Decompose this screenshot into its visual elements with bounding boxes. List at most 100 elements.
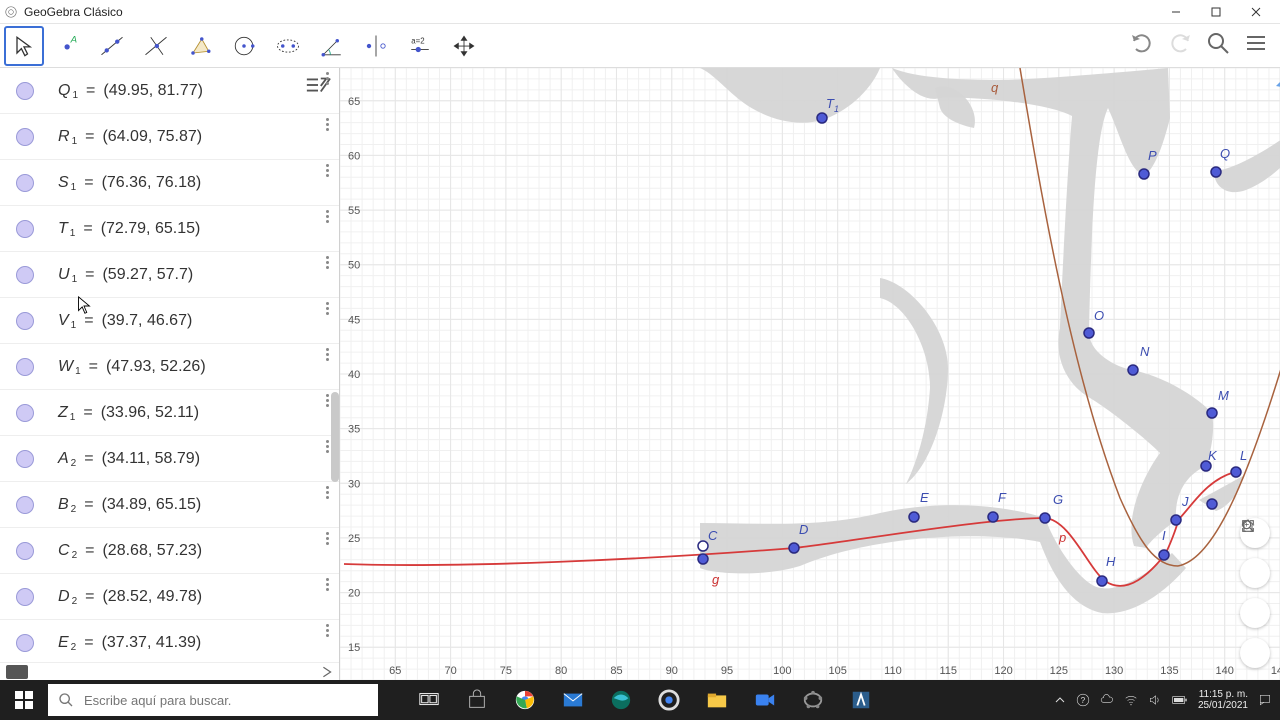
edge-icon[interactable] xyxy=(610,689,632,711)
tool-perpendicular[interactable] xyxy=(136,26,176,66)
visibility-marble[interactable] xyxy=(16,496,34,514)
tray-chevron-up-icon[interactable] xyxy=(1054,694,1066,706)
tool-reflect[interactable] xyxy=(356,26,396,66)
visibility-marble[interactable] xyxy=(16,220,34,238)
visibility-marble[interactable] xyxy=(16,450,34,468)
svg-text:65: 65 xyxy=(348,96,360,108)
visibility-marble[interactable] xyxy=(16,542,34,560)
algebra-row[interactable]: R1=(64.09, 75.87) xyxy=(0,114,339,160)
explorer-icon[interactable] xyxy=(706,689,728,711)
row-menu-icon[interactable] xyxy=(326,624,329,637)
tool-point[interactable]: A xyxy=(48,26,88,66)
tool-circle[interactable] xyxy=(224,26,264,66)
svg-text:100: 100 xyxy=(773,665,791,677)
tray-help-icon[interactable]: ? xyxy=(1076,693,1090,707)
row-menu-icon[interactable] xyxy=(326,486,329,499)
svg-text:95: 95 xyxy=(721,665,733,677)
graphics-view[interactable]: 6570758085909510010511011512012513013514… xyxy=(340,68,1280,680)
algebra-row[interactable]: C2=(28.68, 57.23) xyxy=(0,528,339,574)
tray-notifications-icon[interactable] xyxy=(1258,693,1272,707)
algebra-row[interactable]: T1=(72.79, 65.15) xyxy=(0,206,339,252)
algebra-row[interactable]: S1=(76.36, 76.18) xyxy=(0,160,339,206)
tool-ellipse[interactable] xyxy=(268,26,308,66)
algebra-row[interactable]: B2=(34.89, 65.15) xyxy=(0,482,339,528)
system-tray[interactable]: ? 11:15 p. m. 25/01/2021 xyxy=(1054,689,1280,711)
keyboard-icon[interactable] xyxy=(6,665,28,679)
algebra-expression: U1=(59.27, 57.7) xyxy=(58,266,193,284)
tool-move[interactable] xyxy=(4,26,44,66)
tool-angle[interactable] xyxy=(312,26,352,66)
row-menu-icon[interactable] xyxy=(326,532,329,545)
start-button[interactable] xyxy=(0,680,48,720)
visibility-marble[interactable] xyxy=(16,358,34,376)
svg-text:q: q xyxy=(991,80,999,95)
fullscreen-button[interactable] xyxy=(1240,638,1270,668)
algebra-expression: B2=(34.89, 65.15) xyxy=(58,496,201,514)
svg-text:P: P xyxy=(1148,148,1157,163)
redo-button[interactable] xyxy=(1168,31,1192,60)
algebra-row[interactable]: D2=(28.52, 49.78) xyxy=(0,574,339,620)
algebra-row[interactable]: V1=(39.7, 46.67) xyxy=(0,298,339,344)
store-icon[interactable] xyxy=(466,689,488,711)
mail-icon[interactable] xyxy=(562,689,584,711)
tray-battery-icon[interactable] xyxy=(1172,694,1188,706)
visibility-marble[interactable] xyxy=(16,266,34,284)
minimize-button[interactable] xyxy=(1156,0,1196,24)
visibility-marble[interactable] xyxy=(16,128,34,146)
taskbar-search-input[interactable] xyxy=(84,693,378,708)
app-icon[interactable] xyxy=(850,689,872,711)
menu-button[interactable] xyxy=(1244,31,1268,60)
zoom-out-button[interactable] xyxy=(1240,598,1270,628)
visibility-marble[interactable] xyxy=(16,588,34,606)
close-button[interactable] xyxy=(1236,0,1276,24)
row-menu-icon[interactable] xyxy=(326,256,329,269)
algebra-expression: T1=(72.79, 65.15) xyxy=(58,220,200,238)
geogebra-taskbar-icon[interactable] xyxy=(802,689,824,711)
row-menu-icon[interactable] xyxy=(326,302,329,315)
tool-polygon[interactable] xyxy=(180,26,220,66)
zoom-in-button[interactable] xyxy=(1240,558,1270,588)
row-menu-icon[interactable] xyxy=(326,164,329,177)
tray-clock[interactable]: 11:15 p. m. 25/01/2021 xyxy=(1198,689,1248,711)
search-button[interactable] xyxy=(1206,31,1230,60)
algebra-row[interactable]: Q1=(49.95, 81.77) xyxy=(0,68,339,114)
tool-move-view[interactable] xyxy=(444,26,484,66)
row-menu-icon[interactable] xyxy=(326,578,329,591)
row-menu-icon[interactable] xyxy=(326,72,329,85)
row-menu-icon[interactable] xyxy=(326,440,329,453)
algebra-scrollbar[interactable] xyxy=(331,392,339,482)
algebra-row[interactable]: A2=(34.11, 58.79) xyxy=(0,436,339,482)
svg-text:a=2: a=2 xyxy=(411,36,424,45)
taskbar-search[interactable] xyxy=(48,684,378,716)
svg-text:O: O xyxy=(1094,308,1104,323)
visibility-marble[interactable] xyxy=(16,634,34,652)
tool-slider[interactable]: a=2 xyxy=(400,26,440,66)
chrome2-icon[interactable] xyxy=(658,689,680,711)
row-menu-icon[interactable] xyxy=(326,394,329,407)
visibility-marble[interactable] xyxy=(16,312,34,330)
row-menu-icon[interactable] xyxy=(326,118,329,131)
zoom-icon[interactable] xyxy=(754,689,776,711)
maximize-button[interactable] xyxy=(1196,0,1236,24)
algebra-row[interactable]: W1=(47.93, 52.26) xyxy=(0,344,339,390)
tray-volume-icon[interactable] xyxy=(1148,693,1162,707)
row-menu-icon[interactable] xyxy=(326,348,329,361)
svg-text:125: 125 xyxy=(1050,665,1068,677)
tray-wifi-icon[interactable] xyxy=(1124,693,1138,707)
svg-text:M: M xyxy=(1218,388,1229,403)
tool-line[interactable] xyxy=(92,26,132,66)
visibility-marble[interactable] xyxy=(16,174,34,192)
task-view-icon[interactable] xyxy=(418,689,440,711)
svg-text:L: L xyxy=(1240,448,1247,463)
undo-button[interactable] xyxy=(1130,31,1154,60)
scroll-right-icon[interactable] xyxy=(321,666,333,678)
algebra-row[interactable]: U1=(59.27, 57.7) xyxy=(0,252,339,298)
tray-onedrive-icon[interactable] xyxy=(1100,693,1114,707)
svg-text:g: g xyxy=(712,572,720,587)
chrome-icon[interactable] xyxy=(514,689,536,711)
visibility-marble[interactable] xyxy=(16,82,34,100)
algebra-row[interactable]: Z1=(33.96, 52.11) xyxy=(0,390,339,436)
algebra-row[interactable]: E2=(37.37, 41.39) xyxy=(0,620,339,658)
row-menu-icon[interactable] xyxy=(326,210,329,223)
visibility-marble[interactable] xyxy=(16,404,34,422)
